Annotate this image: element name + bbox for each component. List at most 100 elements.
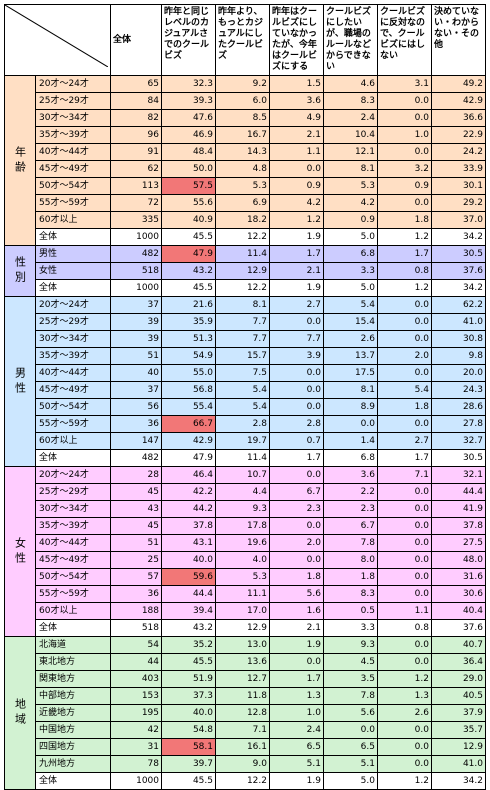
cell-value: 1.9 [269,279,324,297]
cell-value: 30.8 [431,330,486,348]
row-label: 30才～34才 [35,500,111,518]
header-col-3: 昨年はクールビズにしていなかったが、今年はクールビズにする [269,4,324,76]
cell-value: 0.0 [377,313,432,331]
cell-total: 78 [110,755,162,773]
cell-value: 43.2 [161,262,216,280]
cell-value: 0.0 [377,330,432,348]
cell-value: 5.0 [323,228,378,246]
cell-value: 1.4 [323,432,378,450]
table-row: 中国地方 42 54.8 7.1 2.4 0.0 0.0 35.7 [5,721,486,739]
cell-value: 11.1 [215,585,270,603]
cell-value: 7.1 [215,721,270,739]
cell-value: 44.2 [161,500,216,518]
cell-value: 46.4 [161,466,216,484]
cell-total: 84 [110,92,162,110]
cell-value: 2.3 [323,500,378,518]
cell-value: 17.0 [215,602,270,620]
cell-total: 36 [110,415,162,433]
cell-value: 29.2 [431,194,486,212]
cell-total: 1000 [110,228,162,246]
row-label: 50才～54才 [35,177,111,195]
cell-total: 482 [110,449,162,467]
cell-value: 2.4 [269,721,324,739]
cell-value: 34.2 [431,279,486,297]
cell-value: 5.3 [323,177,378,195]
table-row: 50才～54才 56 55.4 5.4 0.0 8.9 1.8 28.6 [5,398,486,416]
cell-total: 54 [110,636,162,654]
row-label: 45才～49才 [35,551,111,569]
table-row: 30才～34才 39 51.3 7.7 7.7 2.6 0.0 30.8 [5,330,486,348]
cell-total: 39 [110,313,162,331]
total-row: 全体 1000 45.5 12.2 1.9 5.0 1.2 34.2 [5,228,486,246]
cell-value: 16.1 [215,738,270,756]
cell-value: 4.5 [323,653,378,671]
cell-value: 35.7 [431,721,486,739]
cell-value: 3.3 [323,619,378,637]
cell-value: 39.7 [161,755,216,773]
cell-value: 35.2 [161,636,216,654]
cell-value: 9.3 [215,500,270,518]
table-row: 男性 20才～24才 37 21.6 8.1 2.7 5.4 0.0 62.2 [4,296,486,467]
cell-value: 0.0 [377,585,432,603]
table-row: 近畿地方 195 40.0 12.8 1.0 5.6 2.6 37.9 [5,704,486,722]
cell-value: 8.1 [215,296,270,314]
cell-value: 4.2 [269,194,324,212]
cell-value: 17.5 [323,364,378,382]
cell-value: 6.5 [323,738,378,756]
cell-value: 0.0 [269,160,324,178]
cell-value: 0.0 [269,364,324,382]
row-label: 北海道 [35,636,111,654]
cell-value: 17.8 [215,517,270,535]
cell-value: 7.7 [269,330,324,348]
cell-value: 1.2 [377,279,432,297]
cell-value: 8.1 [323,160,378,178]
diagonal-line-icon [5,5,108,67]
cell-value: 49.2 [431,75,486,93]
cell-value: 56.8 [161,381,216,399]
cell-value: 40.7 [431,636,486,654]
row-label: 30才～34才 [35,109,111,127]
cell-value: 34.2 [431,228,486,246]
cell-value: 62.2 [431,296,486,314]
cell-value: 47.6 [161,109,216,127]
cell-value: 54.9 [161,347,216,365]
header-total: 全体 [110,4,162,76]
table-row: 50才～54才 57 59.6 5.3 1.8 1.8 0.0 31.6 [5,568,486,586]
row-label: 45才～49才 [35,381,111,399]
cell-value: 35.9 [161,313,216,331]
cell-value: 37.8 [431,517,486,535]
table-row: 45才～49才 62 50.0 4.8 0.0 8.1 3.2 33.9 [5,160,486,178]
cell-value: 7.7 [215,330,270,348]
cell-value: 1.3 [377,687,432,705]
cell-value: 2.6 [377,704,432,722]
cell-value: 0.0 [269,313,324,331]
cell-value: 31.6 [431,568,486,586]
cell-value: 45.5 [161,653,216,671]
cell-value: 1.9 [269,636,324,654]
cell-value: 1.3 [269,687,324,705]
cell-total: 153 [110,687,162,705]
cell-value: 2.3 [269,500,324,518]
cell-value: 55.6 [161,194,216,212]
cell-value: 40.4 [431,602,486,620]
cell-value: 42.9 [431,92,486,110]
cell-value: 12.9 [215,619,270,637]
cell-value: 15.4 [323,313,378,331]
cell-value: 12.9 [215,262,270,280]
cell-value: 5.4 [323,296,378,314]
row-label: 60才以上 [35,602,111,620]
cell-value: 5.3 [215,177,270,195]
cell-total: 57 [110,568,162,586]
header-row: 全体 昨年と同じレベルのカジュアルさでのクールビズ 昨年より、もっとカジュアルに… [4,4,486,76]
cell-value: 0.0 [377,551,432,569]
cell-value: 18.2 [215,211,270,229]
cell-value: 8.5 [215,109,270,127]
cell-value: 32.1 [431,466,486,484]
cell-total: 56 [110,398,162,416]
cell-value: 37.6 [431,262,486,280]
cell-value: 30.5 [431,449,486,467]
cell-value: 1.8 [377,398,432,416]
cell-total: 113 [110,177,162,195]
cell-value: 19.7 [215,432,270,450]
cell-value: 41.0 [431,313,486,331]
